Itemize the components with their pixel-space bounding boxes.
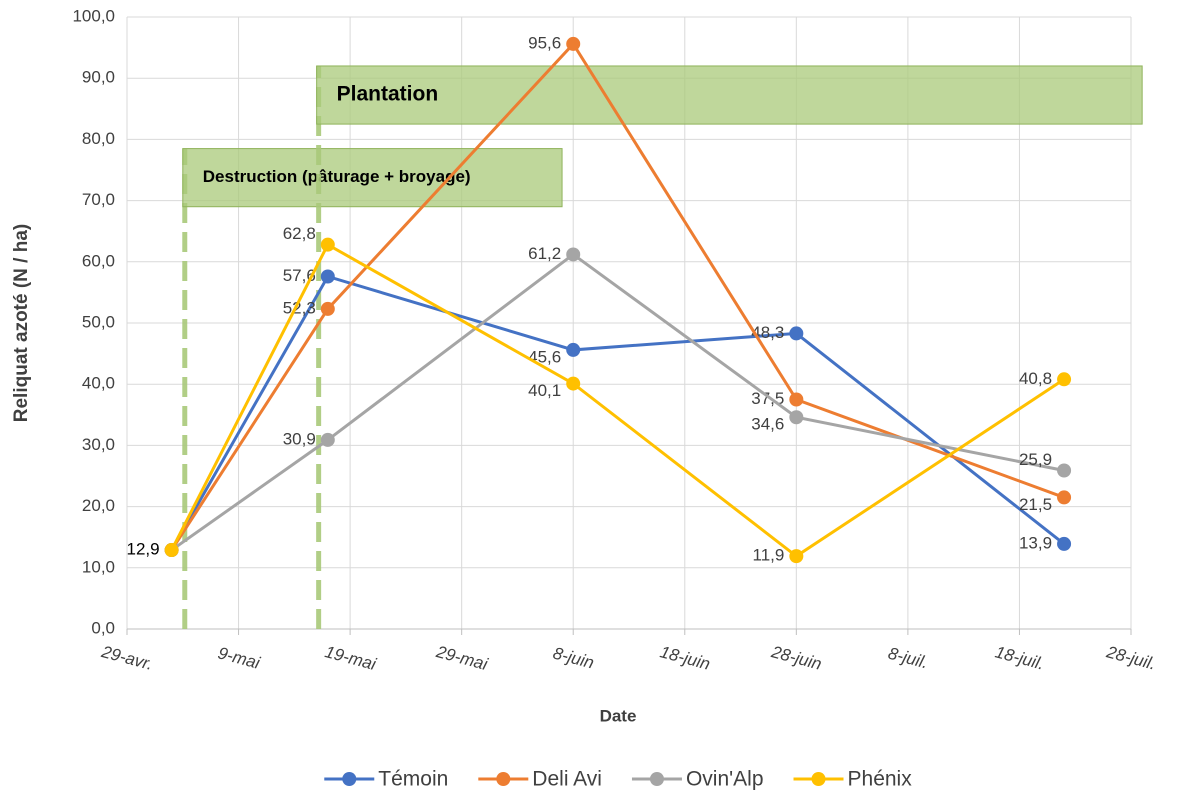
data-point bbox=[789, 326, 804, 341]
data-point bbox=[320, 269, 335, 284]
data-label: 40,8 bbox=[1019, 369, 1052, 388]
legend-marker bbox=[811, 772, 826, 786]
x-tick-label: 18-juin bbox=[658, 642, 712, 674]
data-label: 62,8 bbox=[283, 224, 316, 243]
series-line bbox=[170, 274, 1065, 551]
data-label: 13,9 bbox=[1019, 533, 1052, 552]
data-point bbox=[1057, 536, 1072, 551]
data-point bbox=[566, 376, 581, 391]
y-tick-label: 20,0 bbox=[82, 496, 115, 515]
x-tick-label: 29-mai bbox=[433, 642, 490, 674]
data-label: 52,3 bbox=[283, 298, 316, 317]
x-tick-label: 28-juin bbox=[769, 642, 824, 674]
y-tick-label: 30,0 bbox=[82, 435, 115, 454]
data-label: 48,3 bbox=[751, 323, 784, 342]
legend: Témoin Deli Avi Ovin'Alp Phénix bbox=[324, 768, 912, 791]
data-point bbox=[1057, 372, 1072, 387]
annotation-text: Plantation bbox=[337, 83, 439, 106]
data-label: 21,5 bbox=[1019, 495, 1052, 514]
y-axis-title: Reliquat azoté (N / ha) bbox=[11, 224, 32, 422]
data-label: 30,9 bbox=[283, 429, 316, 448]
data-label: 61,2 bbox=[528, 244, 561, 263]
y-tick-label: 0,0 bbox=[91, 618, 115, 637]
series-line bbox=[170, 242, 1065, 559]
y-tick-label: 10,0 bbox=[82, 557, 115, 576]
data-point bbox=[789, 392, 804, 407]
y-tick-label: 60,0 bbox=[82, 251, 115, 270]
data-point bbox=[789, 410, 804, 425]
y-tick-label: 80,0 bbox=[82, 129, 115, 148]
x-tick-label: 8-juin bbox=[551, 643, 596, 672]
legend-label: Deli Avi bbox=[532, 768, 602, 791]
x-tick-label: 29-avr. bbox=[99, 642, 155, 674]
data-label: 57,6 bbox=[283, 266, 316, 285]
annotation-box bbox=[316, 65, 1143, 125]
y-tick-label: 40,0 bbox=[82, 374, 115, 393]
data-point bbox=[789, 549, 804, 564]
data-point bbox=[164, 543, 179, 558]
legend-marker bbox=[496, 772, 511, 786]
data-point bbox=[320, 237, 335, 252]
data-point bbox=[1057, 490, 1072, 505]
data-label: 25,9 bbox=[1019, 450, 1052, 469]
legend-label: Témoin bbox=[378, 768, 448, 791]
y-tick-label: 70,0 bbox=[82, 190, 115, 209]
y-tick-label: 50,0 bbox=[82, 312, 115, 331]
data-label: 11,9 bbox=[753, 546, 785, 565]
annotation-text: Destruction (pâturage + broyage) bbox=[203, 167, 471, 186]
x-tick-label: 9-mai bbox=[216, 643, 263, 673]
data-label: 45,6 bbox=[528, 347, 561, 366]
data-point bbox=[320, 301, 335, 316]
x-axis-title: Date bbox=[600, 706, 637, 725]
legend-marker bbox=[342, 772, 357, 786]
data-point bbox=[566, 36, 581, 51]
annotation-box bbox=[182, 148, 563, 208]
data-label: 40,1 bbox=[528, 381, 561, 400]
x-tick-label: 28-juil. bbox=[1104, 642, 1158, 674]
data-point bbox=[566, 342, 581, 357]
legend-label: Phénix bbox=[848, 768, 913, 791]
data-point bbox=[1057, 463, 1072, 478]
data-point bbox=[566, 247, 581, 262]
data-label: 12,9 bbox=[127, 540, 160, 559]
y-tick-label: 100,0 bbox=[72, 6, 115, 25]
legend-label: Ovin'Alp bbox=[686, 768, 764, 791]
legend-marker bbox=[649, 772, 664, 786]
data-label: 34,6 bbox=[751, 415, 784, 434]
y-tick-label: 90,0 bbox=[82, 68, 115, 87]
data-point bbox=[320, 432, 335, 447]
x-tick-label: 8-juil. bbox=[886, 644, 930, 673]
x-tick-label: 19-mai bbox=[323, 642, 379, 674]
x-tick-label: 18-juil. bbox=[993, 642, 1046, 673]
data-label: 95,6 bbox=[528, 33, 561, 52]
